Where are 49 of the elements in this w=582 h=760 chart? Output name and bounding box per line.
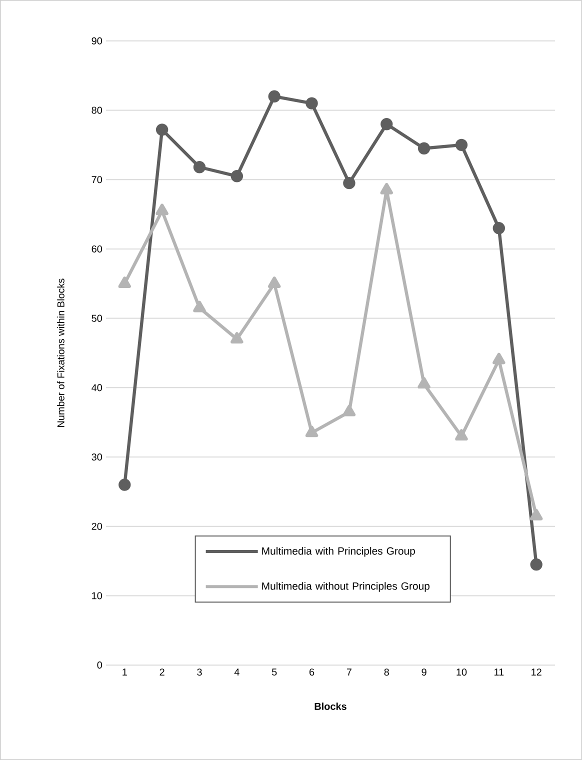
y-axis-title: Number of Fixations within Blocks: [57, 278, 64, 427]
x-tick-label: 2: [160, 668, 164, 676]
y-tick-label: 40: [92, 384, 102, 392]
point: [193, 161, 206, 174]
point: [418, 142, 430, 155]
legend-label: Multimedia without Principles Group: [262, 582, 430, 592]
legend-label: Multimedia with Principles Group: [262, 547, 415, 557]
point: [455, 138, 468, 152]
y-tick-label: 70: [92, 176, 102, 184]
point: [306, 97, 318, 110]
point: [492, 352, 506, 364]
point: [530, 508, 543, 520]
point: [342, 404, 356, 416]
point: [492, 222, 506, 234]
point: [268, 276, 281, 288]
point: [343, 176, 356, 190]
point: [230, 332, 244, 344]
point: [193, 300, 206, 312]
x-tick-label: 1: [122, 668, 127, 676]
point: [268, 90, 280, 102]
x-tick-label: 9: [422, 668, 426, 676]
x-tick-label: 7: [346, 668, 352, 676]
point: [305, 426, 318, 438]
y-tick-label: 20: [92, 522, 102, 530]
y-tick-label: 0: [97, 662, 102, 669]
point: [118, 478, 131, 491]
point: [380, 118, 393, 130]
x-tick-label: 12: [532, 668, 542, 676]
point: [418, 377, 430, 389]
point: [156, 204, 168, 216]
point: [118, 276, 132, 288]
x-tick-label: 3: [197, 668, 202, 676]
y-tick-label: 10: [92, 592, 102, 600]
x-tick-label: 11: [494, 668, 504, 676]
x-tick-label: 4: [234, 668, 240, 676]
y-tick-label: 80: [92, 106, 102, 114]
x-axis-title: Blocks: [314, 702, 346, 710]
point: [455, 429, 468, 441]
y-tick-label: 50: [92, 314, 102, 322]
x-tick-label: 5: [272, 668, 277, 676]
point: [230, 170, 244, 182]
y-tick-label: 60: [92, 245, 102, 252]
y-tick-label: 90: [92, 37, 102, 44]
x-tick-label: 6: [310, 668, 314, 676]
x-tick-label: 8: [384, 668, 389, 676]
y-tick-label: 30: [92, 453, 102, 461]
x-tick-label: 10: [456, 668, 467, 676]
point: [380, 182, 394, 194]
point: [156, 124, 168, 136]
